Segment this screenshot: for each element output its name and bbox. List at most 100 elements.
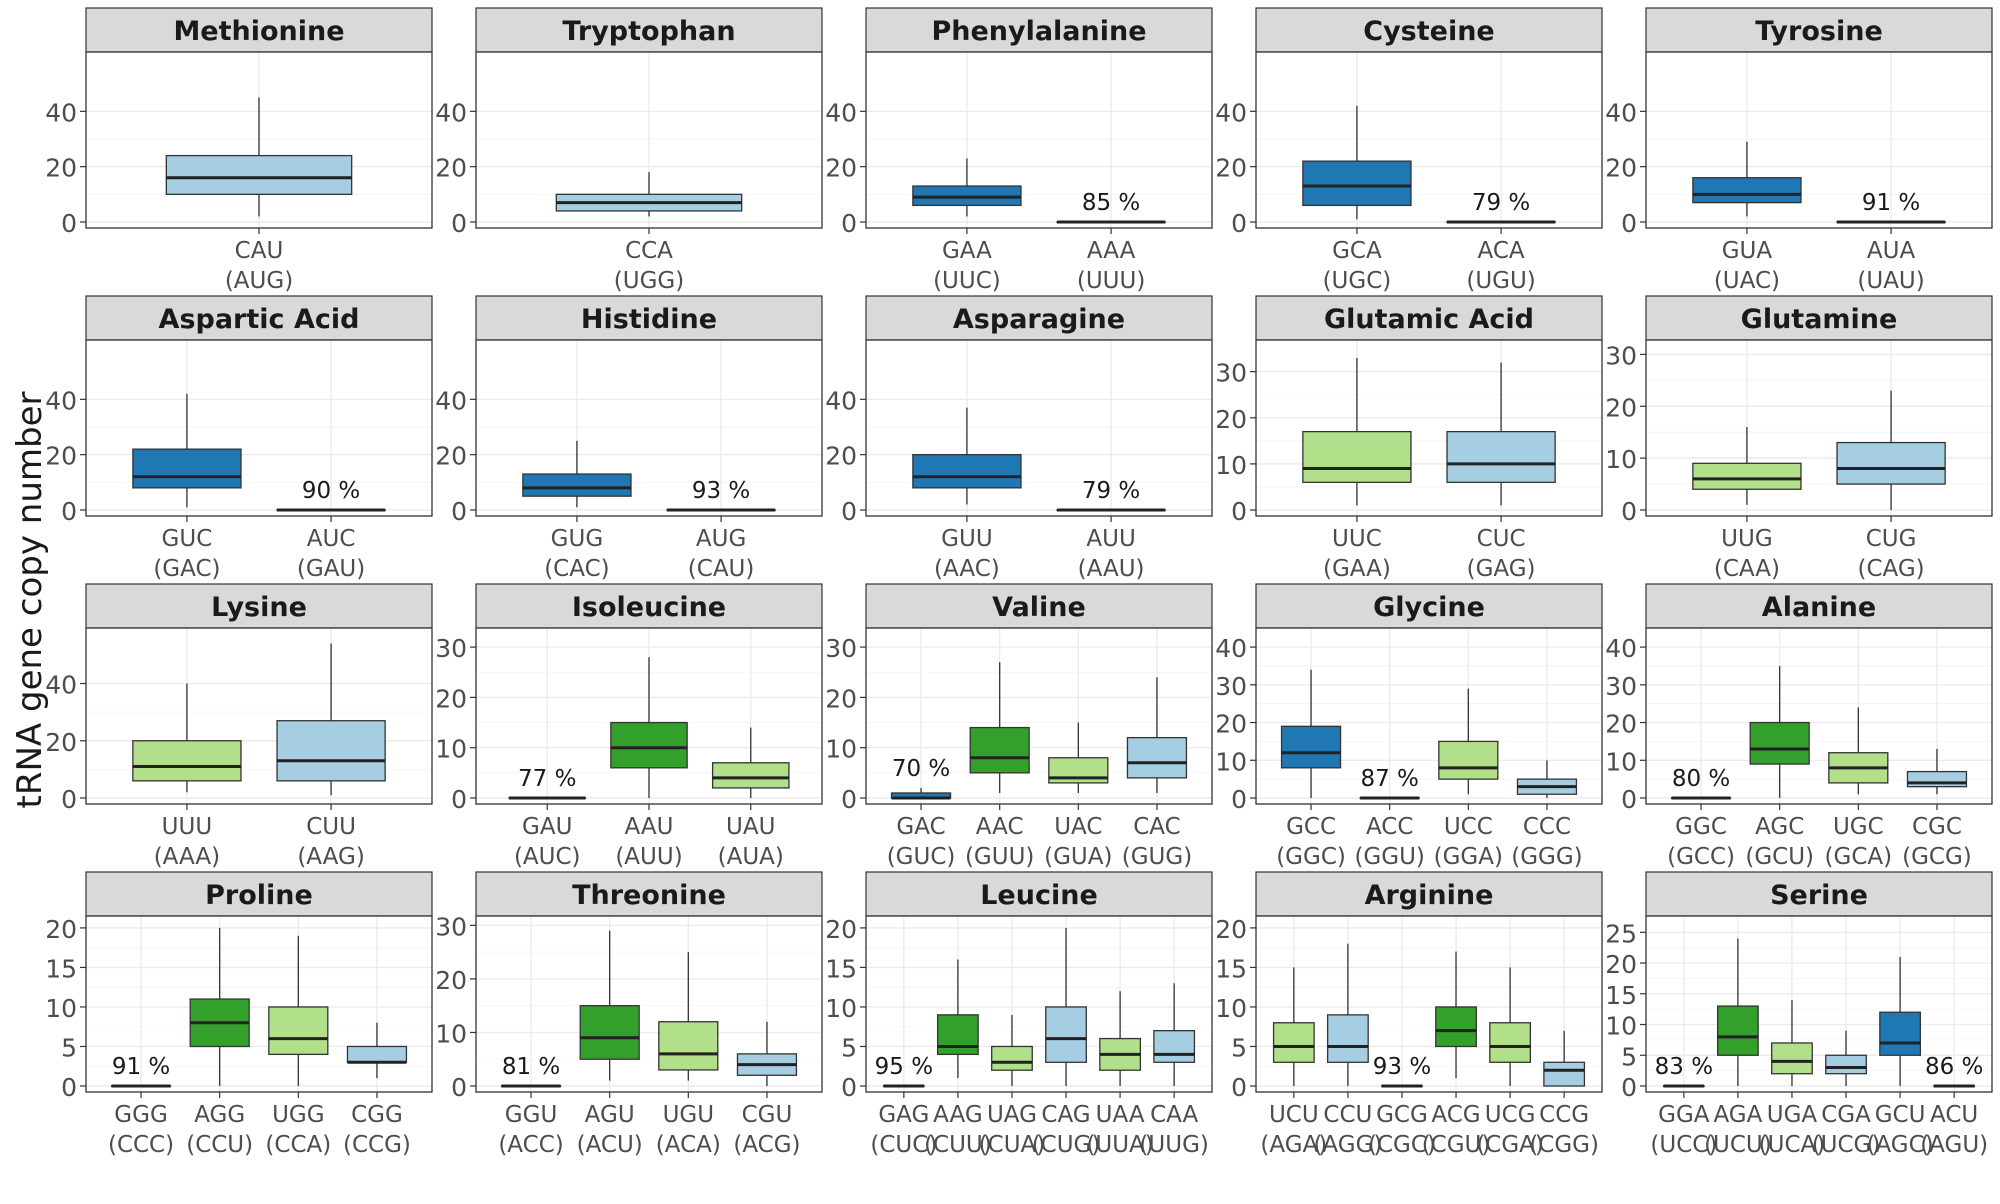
- box-group: [1489, 967, 1532, 1086]
- box-group: [1326, 943, 1369, 1086]
- anticodon-label: (UCU): [1704, 1132, 1772, 1158]
- facet-strip: [1255, 7, 1603, 53]
- y-tick-label: 20: [435, 154, 467, 183]
- facet-strip: [865, 871, 1213, 917]
- facet-strip: [1645, 7, 1993, 53]
- box-group: [276, 643, 386, 796]
- box-group: [1825, 1030, 1867, 1086]
- codon-label: CGA: [1821, 1102, 1871, 1128]
- y-tick-label: 0: [841, 785, 857, 814]
- codon-label: AGG: [194, 1102, 245, 1128]
- y-tick-label: 30: [435, 912, 467, 941]
- box-iqr: [912, 454, 1022, 489]
- facet-strip: [475, 871, 823, 917]
- codon-label: GCA: [1332, 238, 1382, 264]
- box-group: [991, 1014, 1033, 1086]
- box-group: [1302, 357, 1412, 506]
- codon-label: CCU: [1323, 1102, 1372, 1128]
- codon-label: CUC: [1477, 526, 1526, 552]
- y-tick-label: 10: [1215, 451, 1247, 480]
- box-group: [1272, 967, 1315, 1086]
- anticodon-label: (CCC): [108, 1132, 174, 1158]
- facet-strip: [1645, 871, 1993, 917]
- panel-border: [85, 339, 433, 517]
- box-group: [1280, 669, 1342, 798]
- y-tick-label: 10: [1605, 445, 1637, 474]
- box-iqr: [1716, 1005, 1759, 1056]
- zero-percent-label: 85 %: [1082, 190, 1140, 216]
- codon-label: AGA: [1713, 1102, 1762, 1128]
- codon-label: CAU: [235, 238, 284, 264]
- box-group: [1153, 983, 1196, 1086]
- y-tick-label: 0: [841, 497, 857, 526]
- y-tick-label: 15: [1215, 954, 1247, 983]
- y-tick-label: 20: [825, 154, 857, 183]
- box-group: [736, 1021, 798, 1086]
- zero-percent-label: 91 %: [1862, 190, 1920, 216]
- facet-title: Tryptophan: [562, 16, 735, 47]
- y-tick-label: 10: [435, 1019, 467, 1048]
- facet-strip: [1645, 295, 1993, 341]
- codon-label: UGC: [1833, 814, 1884, 840]
- y-tick-label: 30: [1215, 359, 1247, 388]
- codon-label: UGA: [1767, 1102, 1818, 1128]
- y-axis-label: tRNA gene copy number: [10, 391, 50, 809]
- facet-strip: [1255, 871, 1603, 917]
- box-group: 93 %: [1373, 1054, 1431, 1088]
- box-group: 79 %: [1446, 190, 1556, 224]
- anticodon-label: (CUU): [924, 1132, 992, 1158]
- facet-panel: Phenylalanine 0 20 40 GAA (UUC) 85 % AAA (UUU): [825, 7, 1213, 294]
- codon-label: GAA: [942, 238, 992, 264]
- y-tick-label: 0: [61, 1073, 77, 1102]
- codon-label: CAG: [1041, 1102, 1090, 1128]
- y-tick-label: 10: [825, 994, 857, 1023]
- y-tick-label: 0: [451, 785, 467, 814]
- box-group: [1446, 362, 1556, 506]
- codon-label: AGU: [585, 1102, 635, 1128]
- box-group: [346, 1022, 408, 1079]
- y-tick-label: 20: [45, 728, 77, 757]
- facet-strip: [85, 7, 433, 53]
- box-iqr: [1836, 441, 1946, 485]
- panel-border: [1255, 339, 1603, 517]
- y-tick-label: 40: [435, 98, 467, 127]
- box-group: [1516, 760, 1578, 798]
- box-group: [268, 935, 329, 1086]
- y-tick-label: 20: [1215, 915, 1247, 944]
- facet-title: Lysine: [211, 592, 307, 623]
- codon-label: UUC: [1332, 526, 1382, 552]
- box-group: [1543, 1030, 1586, 1087]
- facet-panel: Methionine 0 20 40 CAU (AUG): [45, 7, 433, 294]
- facet-title: Leucine: [980, 880, 1098, 911]
- codon-label: AUG: [696, 526, 746, 552]
- box-iqr: [522, 473, 632, 497]
- box-group: 83 %: [1655, 1054, 1713, 1088]
- facet-strip: [865, 295, 1213, 341]
- panel-border: [865, 51, 1213, 229]
- codon-label: GAU: [522, 814, 572, 840]
- facet-title: Threonine: [572, 880, 726, 911]
- codon-label: UAC: [1054, 814, 1102, 840]
- anticodon-label: (CCG): [343, 1132, 411, 1158]
- anticodon-label: (GAA): [1323, 556, 1391, 582]
- y-tick-label: 30: [435, 634, 467, 663]
- y-tick-label: 10: [1605, 1012, 1637, 1041]
- codon-label: AUC: [307, 526, 356, 552]
- facet-title: Alanine: [1762, 592, 1876, 623]
- y-tick-label: 40: [1605, 634, 1637, 663]
- y-tick-label: 40: [1215, 634, 1247, 663]
- y-tick-label: 30: [825, 634, 857, 663]
- codon-label: UAA: [1096, 1102, 1145, 1128]
- codon-label: UAU: [726, 814, 775, 840]
- y-tick-label: 20: [825, 442, 857, 471]
- y-tick-label: 30: [1215, 672, 1247, 701]
- y-tick-label: 0: [1231, 785, 1247, 814]
- codon-label: CCC: [1523, 814, 1571, 840]
- facet-panel: Tyrosine 0 20 40 GUA (UAC) 91 % AUA (UAU): [1605, 7, 1993, 294]
- zero-percent-label: 77 %: [518, 766, 576, 792]
- facet-title: Isoleucine: [572, 592, 726, 623]
- panel-background: [86, 340, 432, 516]
- codon-label: CGC: [1912, 814, 1962, 840]
- codon-label: CGU: [742, 1102, 793, 1128]
